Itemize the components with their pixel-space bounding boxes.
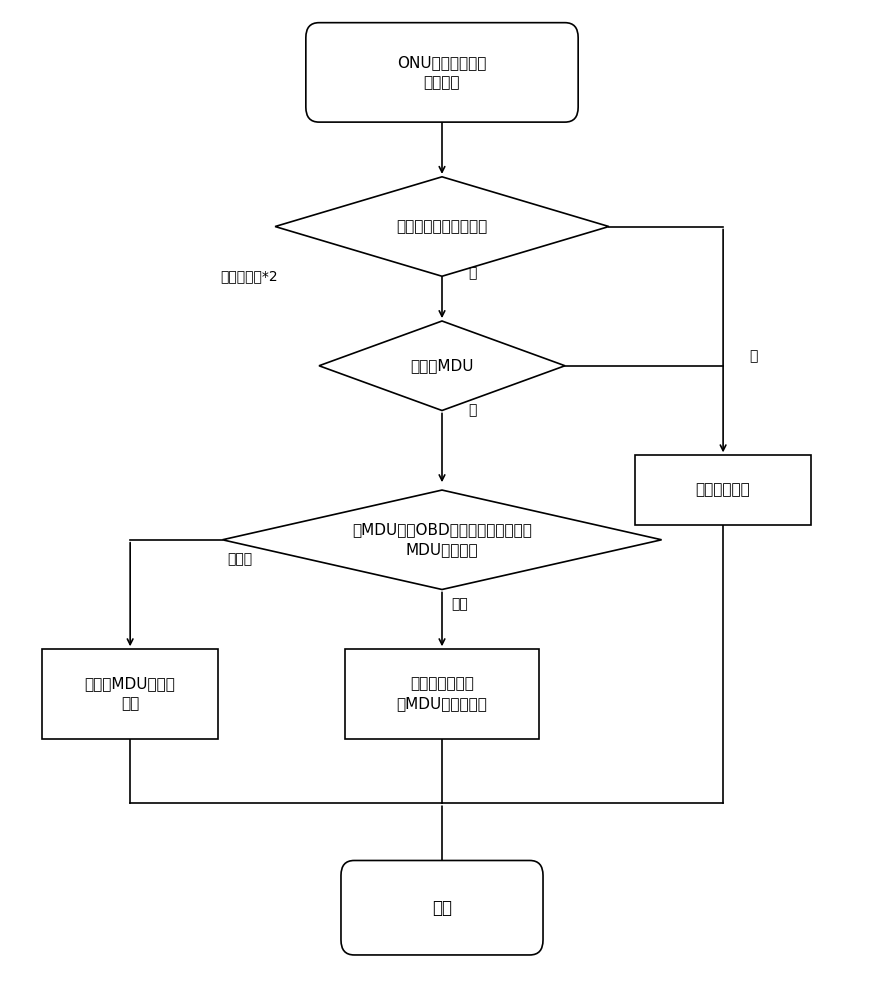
Polygon shape	[223, 490, 661, 589]
FancyBboxPatch shape	[636, 455, 811, 525]
FancyBboxPatch shape	[306, 23, 578, 122]
Text: 结束: 结束	[432, 899, 452, 917]
Text: 存在: 存在	[451, 597, 468, 611]
FancyBboxPatch shape	[341, 860, 543, 955]
Text: 是: 是	[469, 403, 477, 418]
Polygon shape	[275, 177, 609, 276]
Text: 是否能够关联设备资源: 是否能够关联设备资源	[396, 219, 488, 234]
Text: 生成【MDU掉电故
障】: 生成【MDU掉电故 障】	[85, 677, 176, 711]
Text: 是否为MDU: 是否为MDU	[410, 358, 474, 373]
Polygon shape	[319, 321, 565, 410]
Text: 能够关联，*2: 能够关联，*2	[220, 269, 278, 283]
Text: 压缩告警到已有
【MDU掉电故障】: 压缩告警到已有 【MDU掉电故障】	[397, 677, 487, 711]
Text: 否: 否	[750, 349, 758, 363]
Text: ONU掉电告警故障
分析入口: ONU掉电告警故障 分析入口	[397, 55, 487, 90]
Text: 丢弃，不处理: 丢弃，不处理	[696, 483, 751, 498]
FancyBboxPatch shape	[42, 649, 218, 739]
Text: 该MDU上联OBD下是否存在未恢复的
MDU掉电故障: 该MDU上联OBD下是否存在未恢复的 MDU掉电故障	[352, 522, 532, 557]
FancyBboxPatch shape	[346, 649, 538, 739]
Text: 是: 是	[469, 266, 477, 280]
Text: 不存在: 不存在	[227, 553, 253, 567]
